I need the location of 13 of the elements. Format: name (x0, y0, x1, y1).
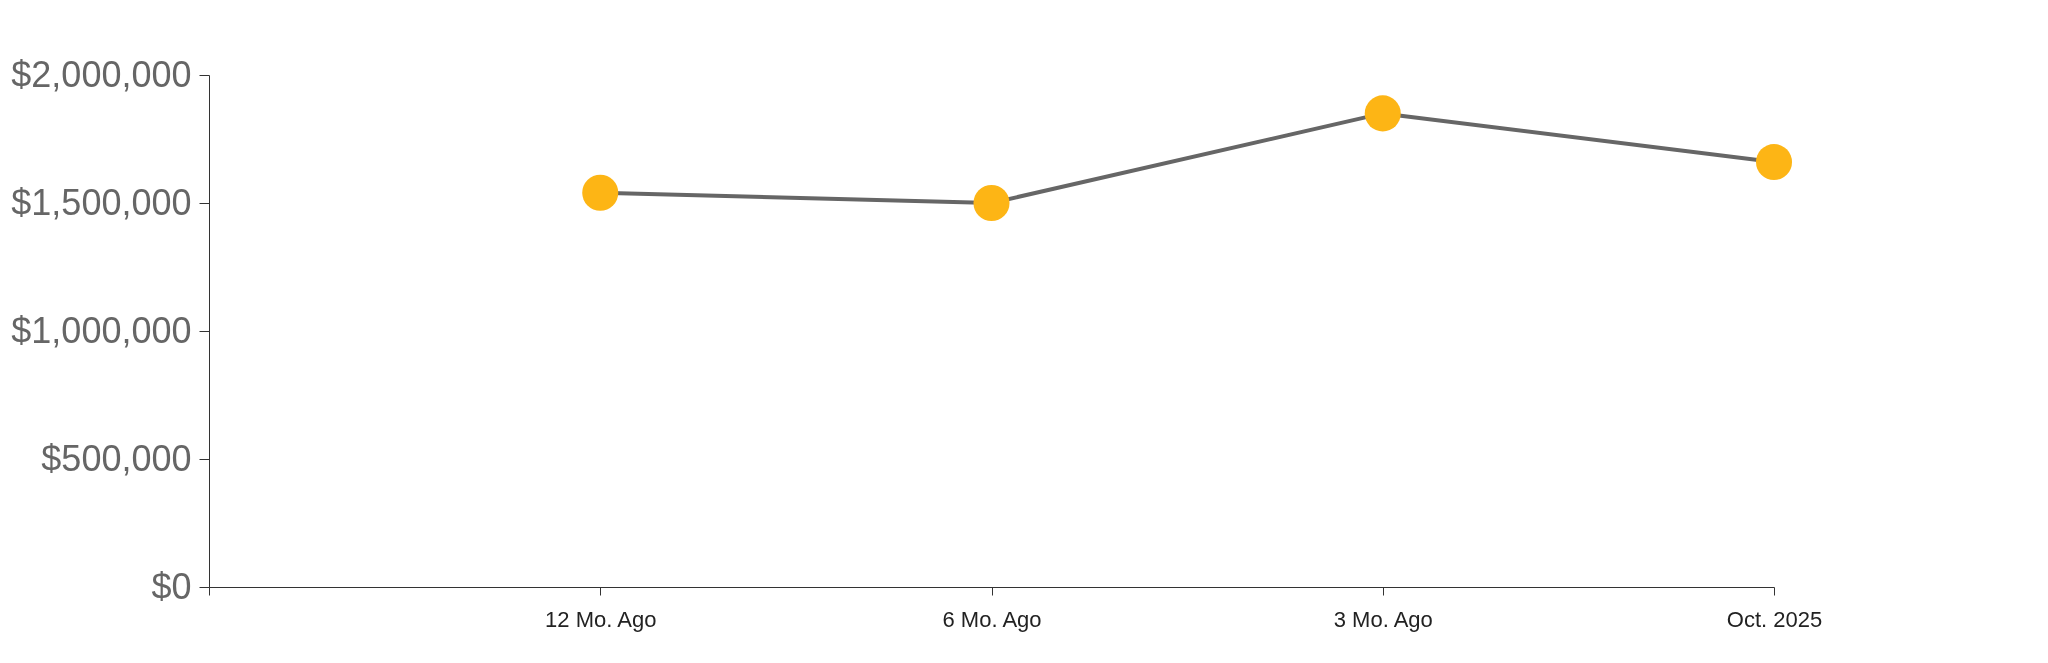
y-tick-label: $0 (151, 565, 192, 607)
y-tick-label: $500,000 (41, 437, 192, 479)
point (973, 185, 1010, 221)
point (1755, 144, 1793, 181)
x-tick-label: Oct. 2025 (1726, 606, 1823, 632)
y-tick-label: $2,000,000 (11, 53, 192, 95)
x-tick-label: 3 Mo. Ago (1333, 606, 1433, 632)
y-tick-label: $1,500,000 (11, 181, 192, 223)
point (582, 174, 619, 211)
x-tick-label: 12 Mo. Ago (545, 606, 657, 632)
x-tick-label: 6 Mo. Ago (942, 606, 1042, 632)
y-tick-label: $1,000,000 (11, 309, 192, 351)
point (1364, 95, 1401, 132)
